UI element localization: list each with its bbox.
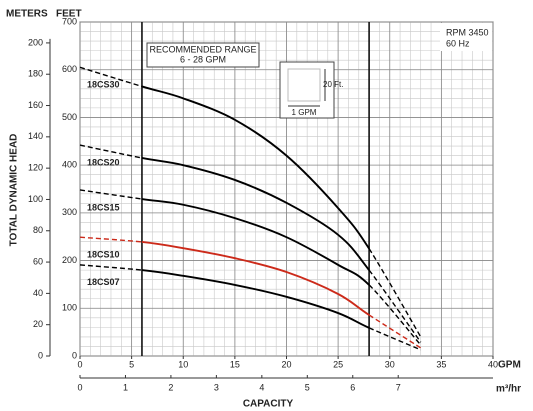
x2-tick-label: 0 [77,382,82,392]
x2-tick-label: 1 [123,382,128,392]
pump-curve [141,269,370,329]
y2-tick-label: 80 [33,225,43,235]
x-tick-label: 20 [281,359,291,369]
hz-label: 60 Hz [446,38,470,48]
x-axis-title: CAPACITY [243,399,294,410]
x-tick-label: 0 [77,359,82,369]
y2-unit: METERS [6,9,48,20]
range-box: RECOMMENDED RANGE 6 - 28 GPM [146,42,260,68]
pump-curve [79,66,143,88]
y-unit: FEET [56,9,82,20]
pump-curve [368,269,422,343]
pump-curve [368,314,422,349]
y2-tick-label: 160 [28,100,43,110]
y2-tick-label: 20 [33,319,43,329]
y-tick-label: 200 [62,255,77,265]
x-tick-label: 35 [436,359,446,369]
y-tick-label: 700 [62,16,77,26]
y2-tick-label: 140 [28,131,43,141]
x2-tick-label: 5 [305,382,310,392]
x2-tick-label: 2 [168,382,173,392]
x-tick-label: 30 [385,359,395,369]
pump-curve [368,284,422,346]
rpm-box: RPM 3450 60 Hz [440,23,492,51]
pump-curve [368,327,421,351]
pump-curve [79,189,143,200]
curves: 18CS30 18CS20 18CS15 18CS10 18CS07 [79,22,422,356]
pump-curve [79,236,143,243]
pump-curve [368,248,422,338]
y-tick-label: 600 [62,64,77,74]
x-tick-label: 5 [129,359,134,369]
x-unit: GPM [498,360,521,371]
scale-key-width: 1 GPM [292,108,317,117]
scale-key-height: 20 Ft. [323,80,343,89]
y2-tick-label: 120 [28,163,43,173]
range-text: 6 - 28 GPM [180,54,226,64]
curve-label: 18CS15 [87,202,120,212]
pump-curve [141,241,370,316]
y-tick-label: 0 [72,350,77,360]
y-tick-label: 300 [62,207,77,217]
y2-tick-label: 0 [38,350,43,360]
x2-tick-label: 7 [396,382,401,392]
x-tick-label: 40 [488,359,498,369]
y2-tick-label: 60 [33,256,43,266]
y-axis-title: TOTAL DYNAMIC HEAD [9,134,20,247]
pump-curve [141,157,370,271]
y2-tick-label: 180 [28,69,43,79]
curve-label: 18CS07 [87,277,120,287]
curve-label: 18CS10 [87,250,120,260]
rpm-box-frame [440,23,492,51]
pump-curve [141,198,370,286]
x2-tick-label: 6 [350,382,355,392]
x-tick-label: 25 [333,359,343,369]
scale-key-square [287,68,321,102]
y-tick-label: 100 [62,303,77,313]
range-title: RECOMMENDED RANGE [149,44,256,54]
y2-tick-label: 200 [28,37,43,47]
pump-curve [141,85,370,250]
range-box-frame [146,42,260,68]
y2-tick-label: 40 [33,288,43,298]
x2-unit: m³/hr [496,384,521,395]
curve-label: 18CS20 [87,157,120,167]
y-tick-label: 400 [62,160,77,170]
curve-label: 18CS30 [87,80,120,90]
x2-tick-label: 3 [214,382,219,392]
x2-tick-label: 4 [259,382,264,392]
x-tick-label: 15 [230,359,240,369]
scale-key: 20 Ft. 1 GPM [279,61,343,119]
rpm-label: RPM 3450 [446,27,489,37]
pump-curve [79,264,143,271]
y-tick-label: 500 [62,112,77,122]
pump-curve [79,144,143,159]
x-tick-label: 10 [178,359,188,369]
y2-tick-label: 100 [28,194,43,204]
